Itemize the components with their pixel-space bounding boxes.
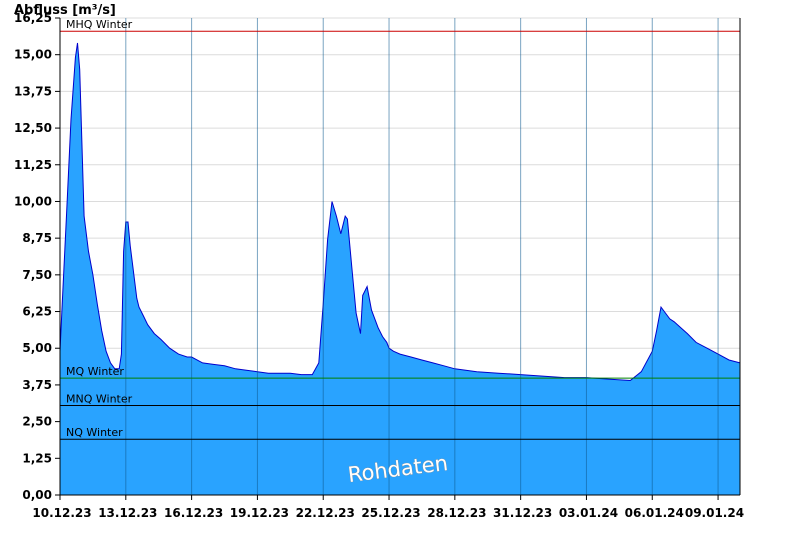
y-tick-label: 10,00 [14, 194, 52, 208]
discharge-area [60, 43, 740, 495]
vertical-grid-layer [125, 18, 719, 495]
reference-line-label: MQ Winter [66, 365, 124, 378]
area-layer [59, 42, 741, 495]
x-tick-label: 03.01.24 [559, 506, 618, 520]
discharge-line [59, 42, 741, 382]
x-tick-label: 10.12.23 [32, 506, 91, 520]
y-tick-label: 5,00 [22, 341, 52, 355]
x-tick-label: 06.01.24 [625, 506, 684, 520]
x-tick-label: 28.12.23 [427, 506, 486, 520]
y-tick-label: 1,25 [22, 451, 52, 465]
x-tick-label: 09.01.24 [685, 506, 744, 520]
axis-layer [59, 18, 741, 496]
y-tick-label: 3,75 [22, 378, 52, 392]
y-tick-label: 16,25 [14, 11, 52, 25]
x-tick-label: 16.12.23 [164, 506, 223, 520]
y-tick-label: 11,25 [14, 158, 52, 172]
y-tick-label: 0,00 [22, 488, 52, 502]
y-tick-labels: 0,00 1,25 2,50 3,75 5,00 6,25 7,50 8,75 10,00 11,… [14, 11, 60, 502]
y-tick-label: 8,75 [22, 231, 52, 245]
x-tick-label: 13.12.23 [98, 506, 157, 520]
y-axis-title: Abfluss [m³/s] [14, 3, 116, 18]
x-tick-label: 25.12.23 [361, 506, 420, 520]
y-tick-label: 13,75 [14, 84, 52, 98]
x-tick-label: 22.12.23 [296, 506, 355, 520]
x-tick-label: 31.12.23 [493, 506, 552, 520]
reference-line-label: MHQ Winter [66, 18, 133, 31]
reference-line-label: MNQ Winter [66, 392, 133, 405]
y-tick-label: 6,25 [22, 305, 52, 319]
y-tick-label: 2,50 [22, 415, 52, 429]
reference-line-label: NQ Winter [66, 426, 123, 439]
y-tick-label: 7,50 [22, 268, 52, 282]
y-tick-label: 12,50 [14, 121, 52, 135]
x-tick-label: 19.12.23 [230, 506, 289, 520]
y-tick-label: 15,00 [14, 48, 52, 62]
reference-lines-layer: MHQ Winter MQ Winter MNQ Winter NQ Winter [60, 18, 740, 440]
x-tick-labels: 10.12.23 13.12.23 16.12.23 19.12.23 22.12.23… [32, 495, 744, 520]
